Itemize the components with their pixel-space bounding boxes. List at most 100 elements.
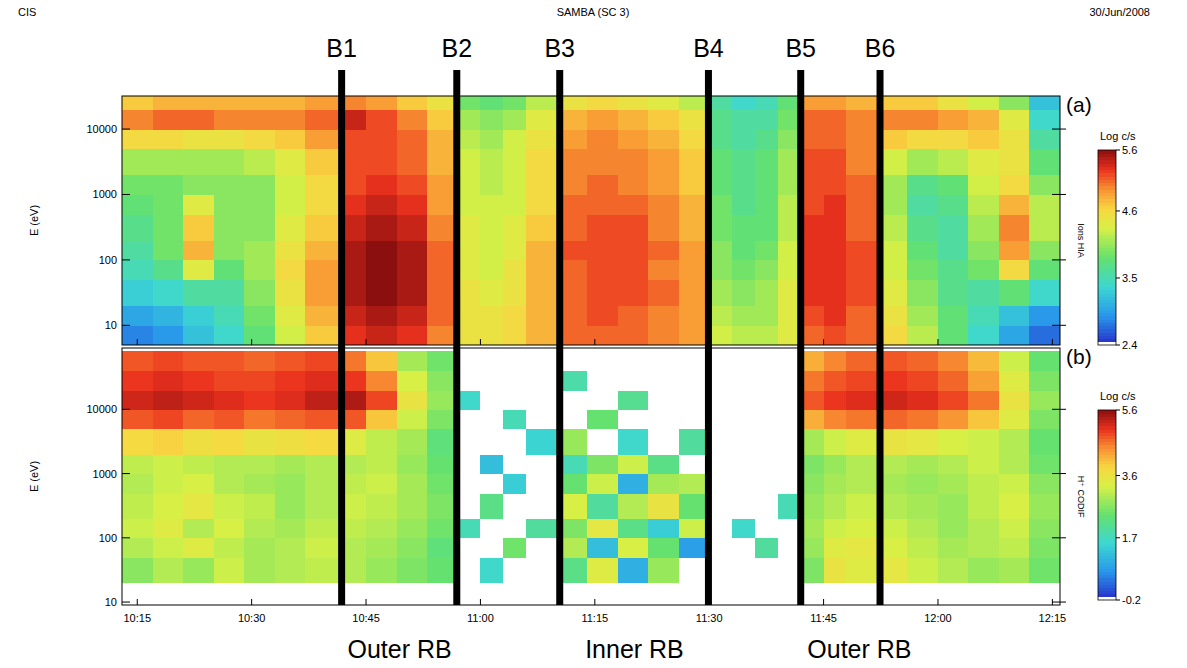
heatmap-cell xyxy=(732,557,755,583)
heatmap-cell xyxy=(183,474,214,494)
heatmap-cell xyxy=(457,538,481,558)
heatmap-cell xyxy=(183,409,214,429)
heatmap-cell xyxy=(1029,409,1060,429)
heatmap-cell xyxy=(183,371,214,391)
heatmap-cell xyxy=(618,538,649,558)
heatmap-cell xyxy=(846,557,880,583)
heatmap-cell xyxy=(342,306,367,326)
heatmap-cell xyxy=(1029,474,1060,494)
heatmap-cell xyxy=(824,109,847,129)
heatmap-cell xyxy=(480,109,503,129)
heatmap-cell xyxy=(587,409,618,429)
x-tick xyxy=(823,599,824,605)
heatmap-cell xyxy=(618,214,649,241)
heatmap-cell xyxy=(122,175,153,195)
heatmap-cell xyxy=(732,371,755,391)
heatmap-cell xyxy=(275,325,306,345)
heatmap-cell xyxy=(1029,194,1060,214)
heatmap-cell xyxy=(618,371,649,391)
heatmap-cell xyxy=(846,351,880,371)
heatmap-cell xyxy=(587,306,618,326)
heatmap-cell xyxy=(366,390,397,410)
heatmap-cell xyxy=(999,351,1030,371)
heatmap-cell xyxy=(846,260,880,280)
heatmap-cell xyxy=(366,454,397,474)
heatmap-cell xyxy=(938,493,969,519)
heatmap-cell xyxy=(679,306,709,326)
heatmap-cell xyxy=(503,409,526,429)
colorbar-tick-label: 3.5 xyxy=(1122,272,1137,284)
y-tick-outer xyxy=(1060,473,1066,474)
heatmap-cell xyxy=(846,306,880,326)
heatmap-cell xyxy=(968,280,999,307)
heatmap-cell xyxy=(560,351,588,371)
heatmap-cell xyxy=(183,109,214,129)
heatmap-cell xyxy=(457,429,481,455)
heatmap-cell xyxy=(999,129,1030,149)
heatmap-cell xyxy=(503,557,526,583)
heatmap-cell xyxy=(880,409,908,429)
heatmap-cell xyxy=(679,109,709,129)
heatmap-cell xyxy=(755,518,778,538)
heatmap-cell xyxy=(560,194,588,214)
heatmap-cell xyxy=(846,96,880,110)
x-tick xyxy=(480,599,481,605)
heatmap-cell xyxy=(342,409,367,429)
heatmap-cell xyxy=(880,390,908,410)
heatmap-cell xyxy=(708,390,732,410)
x-tick-label: 10:15 xyxy=(123,612,151,624)
heatmap-cell xyxy=(214,96,245,110)
heatmap-cell xyxy=(708,518,732,538)
heatmap-cell xyxy=(244,240,275,260)
boundary-label: B4 xyxy=(693,34,724,62)
heatmap-cell xyxy=(801,371,824,391)
heatmap-cell xyxy=(880,194,908,214)
heatmap-cell xyxy=(732,306,755,326)
heatmap-cell xyxy=(938,175,969,195)
heatmap-cell xyxy=(801,194,824,214)
heatmap-cell xyxy=(801,306,824,326)
heatmap-cell xyxy=(801,390,824,410)
heatmap-cell xyxy=(122,96,153,110)
heatmap-cell xyxy=(122,371,153,391)
heatmap-cell xyxy=(342,390,367,410)
heatmap-cell xyxy=(824,371,847,391)
heatmap-cell xyxy=(305,175,342,195)
heatmap-cell xyxy=(397,474,428,494)
heatmap-cell xyxy=(708,538,732,558)
heatmap-cell xyxy=(503,306,526,326)
heatmap-cell xyxy=(305,390,342,410)
x-tick-label: 11:30 xyxy=(696,612,723,624)
heatmap-cell xyxy=(968,390,999,410)
heatmap-cell xyxy=(153,351,184,371)
heatmap-cell xyxy=(427,240,457,260)
heatmap-cell xyxy=(342,518,367,538)
heatmap-cell xyxy=(526,454,560,474)
heatmap-cell xyxy=(397,149,428,176)
heatmap-cell xyxy=(214,538,245,558)
heatmap-cell xyxy=(755,351,778,371)
heatmap-cell xyxy=(183,325,214,345)
heatmap-cell xyxy=(846,429,880,455)
heatmap-cell xyxy=(801,351,824,371)
heatmap-cell xyxy=(480,214,503,241)
heatmap-cell xyxy=(560,149,588,176)
heatmap-cell xyxy=(968,518,999,538)
heatmap-cell xyxy=(846,493,880,519)
heatmap-cell xyxy=(648,175,679,195)
heatmap-cell xyxy=(801,280,824,307)
heatmap-cell xyxy=(480,538,503,558)
x-tick-label: 11:00 xyxy=(467,612,494,624)
heatmap-cell xyxy=(880,96,908,110)
heatmap-cell xyxy=(560,280,588,307)
heatmap-cell xyxy=(560,325,588,345)
heatmap-cell xyxy=(587,194,618,214)
heatmap-cell xyxy=(824,325,847,345)
heatmap-cell xyxy=(366,129,397,149)
heatmap-cell xyxy=(183,129,214,149)
heatmap-cell xyxy=(679,454,709,474)
heatmap-cell xyxy=(183,454,214,474)
heatmap-cell xyxy=(679,493,709,519)
heatmap-cell xyxy=(846,109,880,129)
heatmap-cell xyxy=(618,474,649,494)
